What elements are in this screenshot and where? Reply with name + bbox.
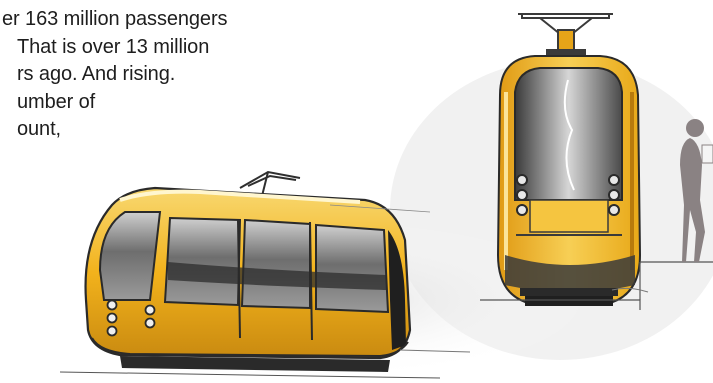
pantograph-side bbox=[239, 170, 301, 197]
article-line-2: That is over 13 million bbox=[17, 35, 210, 58]
side-window-3 bbox=[315, 223, 390, 314]
front-view-tram bbox=[480, 13, 713, 310]
side-window-1 bbox=[163, 216, 242, 307]
article-line-4: umber of bbox=[17, 90, 96, 113]
article-text: er 163 million passengers That is over 1… bbox=[0, 6, 402, 144]
article-line-3: rs ago. And rising. bbox=[17, 63, 176, 85]
front-windshield bbox=[514, 67, 623, 201]
article-line-5: ount, bbox=[17, 118, 61, 140]
article-line-1: er 163 million passengers bbox=[2, 8, 228, 30]
side-headlights bbox=[106, 299, 156, 337]
pantograph-front bbox=[518, 13, 613, 59]
perspective-tram bbox=[59, 170, 471, 379]
side-front-windshield bbox=[98, 211, 162, 301]
front-headlights bbox=[516, 174, 620, 216]
side-window-2 bbox=[240, 218, 311, 310]
person-silhouette bbox=[680, 119, 713, 262]
